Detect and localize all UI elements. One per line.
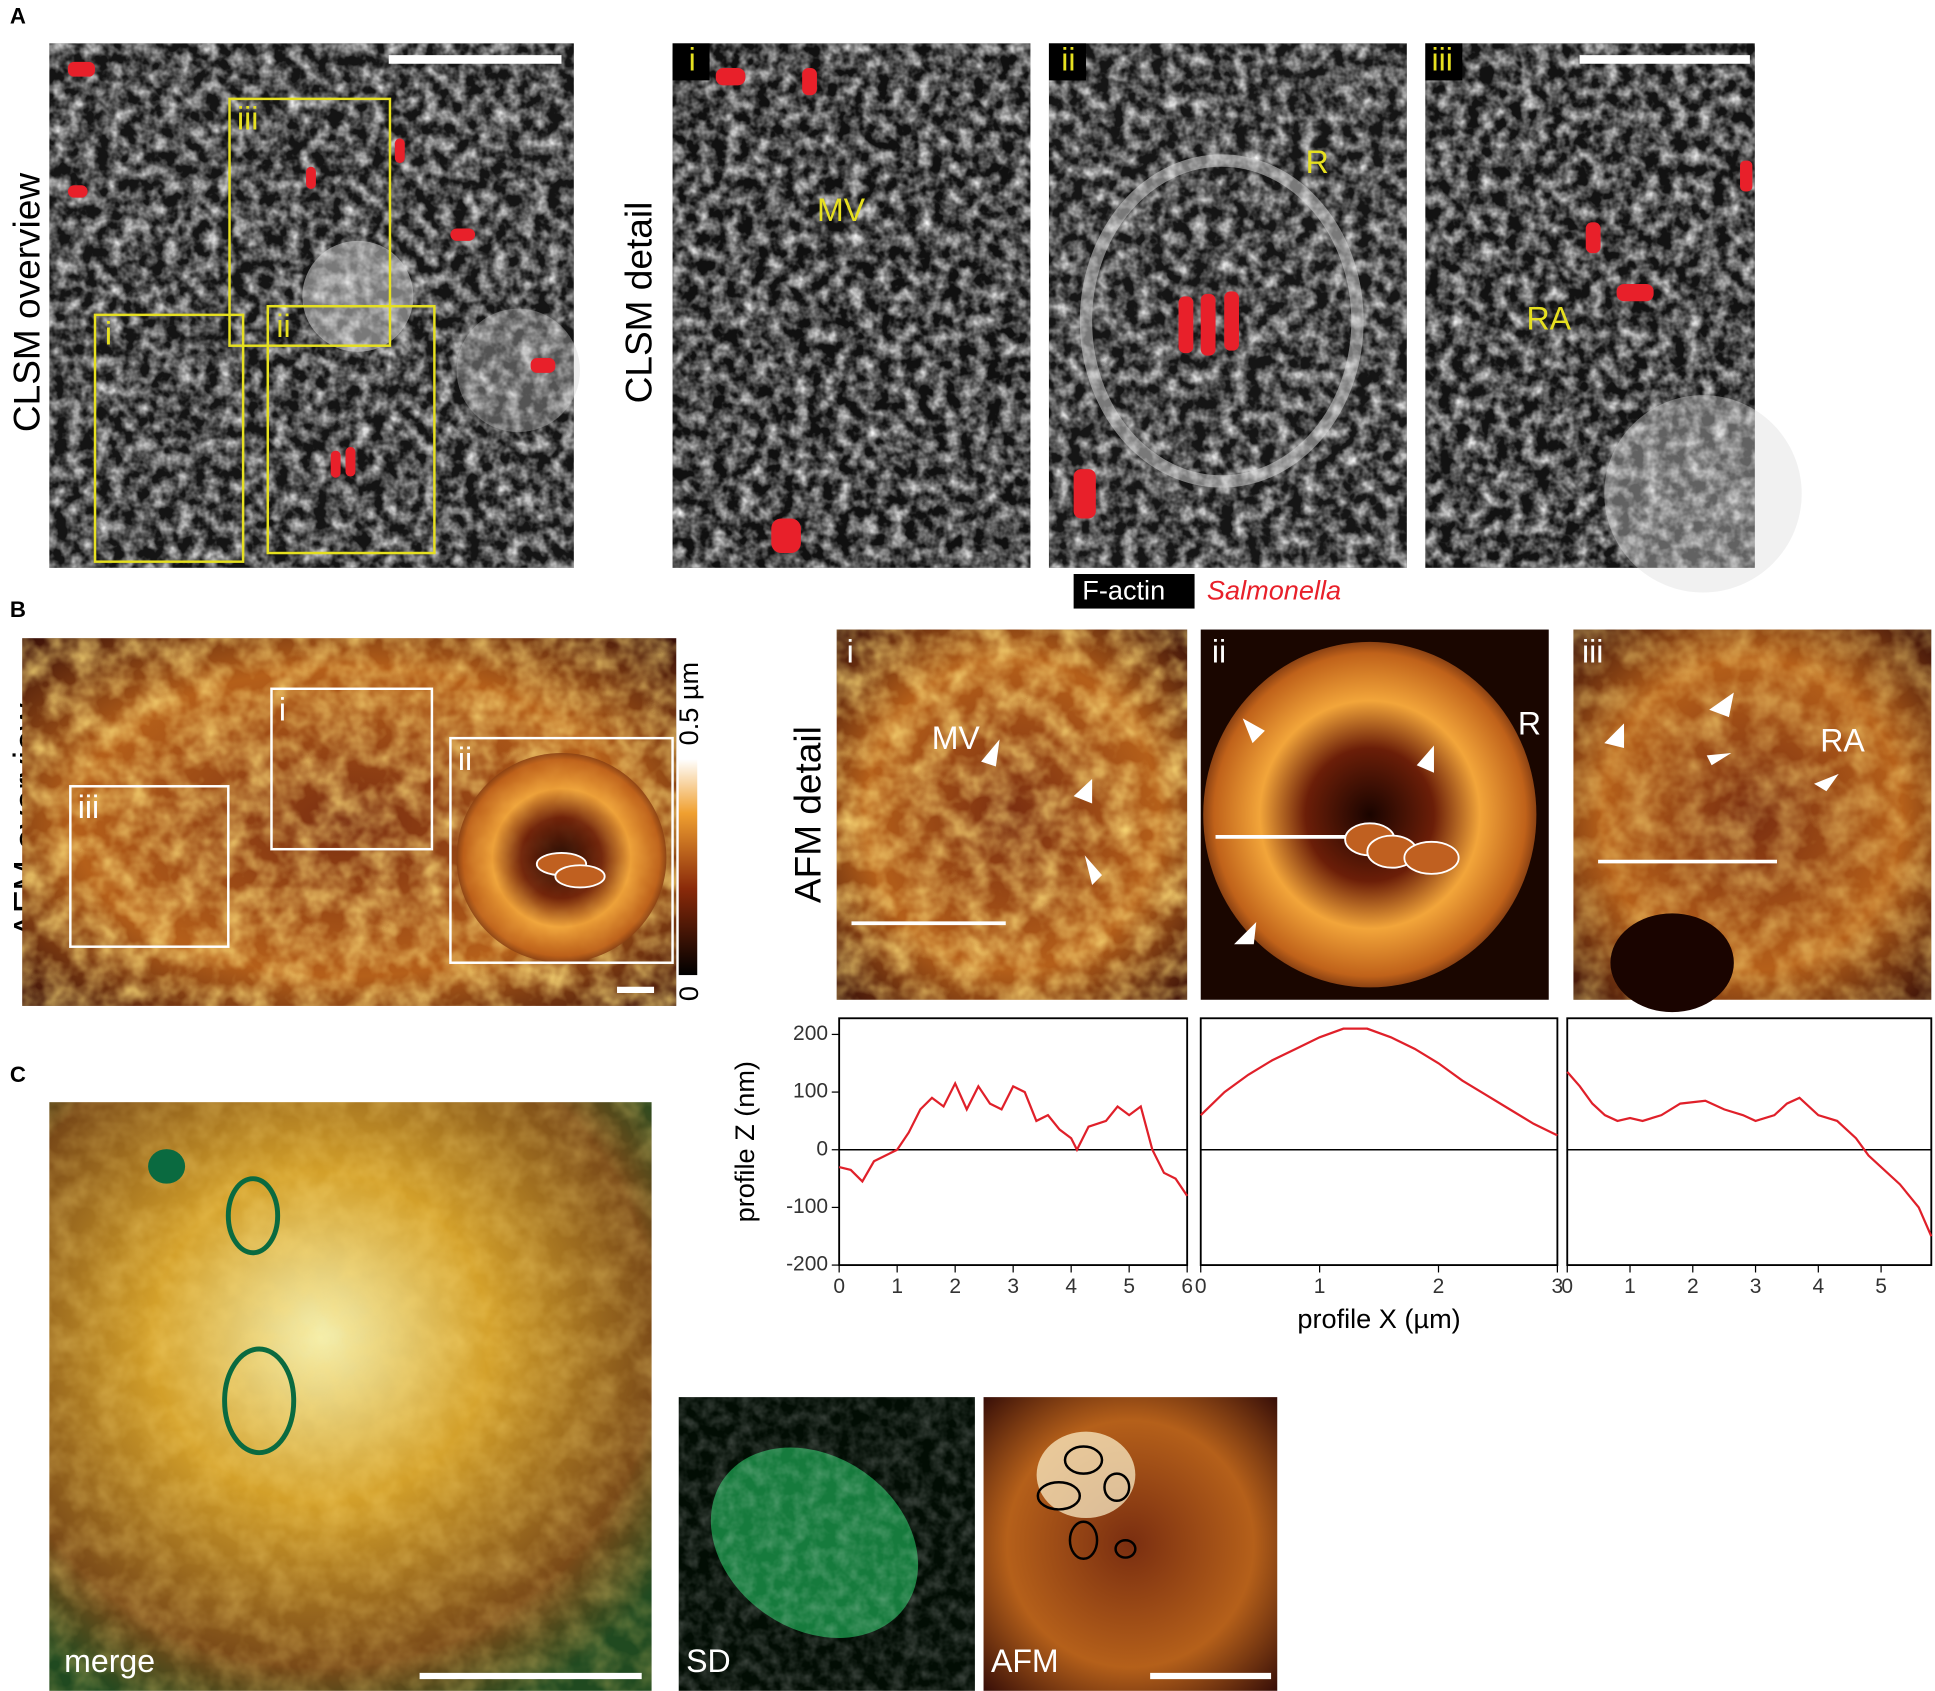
legend-label: F-actin bbox=[1082, 575, 1165, 606]
annotation: RA bbox=[1527, 300, 1572, 336]
afm-overview-image bbox=[22, 638, 698, 1006]
detail-label: ii bbox=[1212, 634, 1226, 670]
y-tick-label: 100 bbox=[793, 1080, 828, 1103]
x-axis-label: profile X (µm) bbox=[1297, 1303, 1460, 1334]
x-tick-label: 2 bbox=[1433, 1275, 1445, 1298]
profile-line bbox=[1199, 1027, 1558, 1137]
x-tick-label: 0 bbox=[1195, 1275, 1207, 1298]
row-label: CLSM overview bbox=[5, 173, 47, 432]
x-tick-label: 1 bbox=[1314, 1275, 1326, 1298]
row-label: AFM detail bbox=[787, 726, 829, 903]
colorbar-label: 0.5 µm bbox=[673, 662, 704, 745]
annotation: RA bbox=[1820, 723, 1865, 759]
x-tick-label: 2 bbox=[1687, 1275, 1699, 1298]
x-tick-label: 3 bbox=[1007, 1275, 1019, 1298]
panel-label: A bbox=[10, 3, 26, 28]
x-tick-label: 0 bbox=[833, 1275, 845, 1298]
box-label: ii bbox=[276, 308, 290, 344]
y-tick-label: -200 bbox=[786, 1253, 828, 1276]
legend-swatch bbox=[1073, 574, 1195, 609]
x-tick-label: 1 bbox=[891, 1275, 903, 1298]
x-tick-label: 4 bbox=[1812, 1275, 1824, 1298]
plot-frame bbox=[1199, 1017, 1559, 1267]
annotation: R bbox=[1306, 144, 1329, 180]
x-tick-label: 0 bbox=[1561, 1275, 1573, 1298]
x-tick-label: 3 bbox=[1552, 1275, 1564, 1298]
correlation-images bbox=[49, 1102, 1278, 1691]
y-axis-label: profile Z (nm) bbox=[729, 1061, 760, 1222]
x-tick-label: 5 bbox=[1123, 1275, 1135, 1298]
box-label: iii bbox=[237, 101, 258, 137]
box-label: iii bbox=[78, 789, 99, 825]
x-tick-label: 4 bbox=[1065, 1275, 1077, 1298]
y-tick-label: -100 bbox=[786, 1195, 828, 1218]
legend-label: Salmonella bbox=[1207, 575, 1341, 606]
y-tick-label: 0 bbox=[816, 1137, 828, 1160]
plot-frame bbox=[1566, 1017, 1933, 1267]
annotation: MV bbox=[932, 720, 981, 756]
box-label: i bbox=[105, 315, 112, 351]
afm-detail-images bbox=[836, 629, 1932, 1013]
clsm-overview-image bbox=[49, 43, 581, 568]
panel-label: B bbox=[10, 597, 26, 622]
x-tick-label: 3 bbox=[1750, 1275, 1762, 1298]
x-tick-label: 2 bbox=[949, 1275, 961, 1298]
row-label: CLSM detail bbox=[617, 202, 659, 404]
annotation: MV bbox=[817, 192, 866, 228]
profile-line bbox=[1566, 1071, 1933, 1237]
detail-label: iii bbox=[1582, 634, 1603, 670]
x-tick-label: 6 bbox=[1181, 1275, 1193, 1298]
panel-label: C bbox=[10, 1062, 26, 1087]
detail-label: ii bbox=[1061, 41, 1075, 77]
image-label: AFM bbox=[991, 1643, 1059, 1679]
image-label: merge bbox=[64, 1643, 155, 1679]
clsm-detail-images bbox=[672, 43, 1802, 593]
annotation: R bbox=[1518, 705, 1541, 741]
image-label: SD bbox=[686, 1643, 731, 1679]
box-label: ii bbox=[458, 741, 472, 777]
x-tick-label: 1 bbox=[1624, 1275, 1636, 1298]
detail-label: i bbox=[689, 41, 696, 77]
detail-label: iii bbox=[1432, 41, 1453, 77]
plot-frame bbox=[838, 1017, 1189, 1267]
box-label: i bbox=[279, 692, 286, 728]
profile-line bbox=[838, 1080, 1189, 1197]
detail-label: i bbox=[847, 634, 854, 670]
y-tick-label: 200 bbox=[793, 1022, 828, 1045]
x-tick-label: 5 bbox=[1875, 1275, 1887, 1298]
colorbar-label: 0 bbox=[673, 986, 704, 1001]
